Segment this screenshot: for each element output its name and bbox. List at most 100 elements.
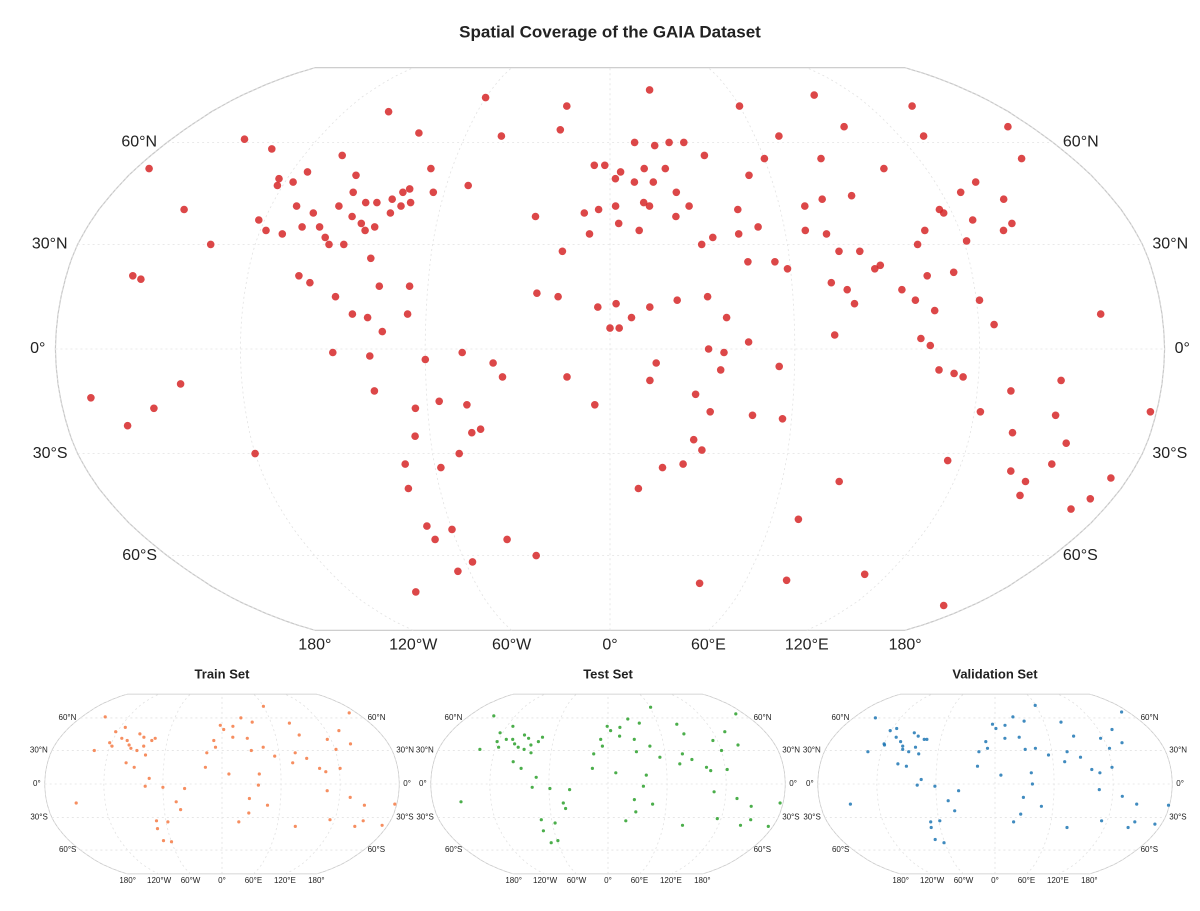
location-point xyxy=(736,743,740,747)
location-point xyxy=(697,240,706,249)
lon-label: 120°W xyxy=(147,876,172,885)
location-point xyxy=(899,740,903,744)
location-point xyxy=(830,331,839,339)
location-point xyxy=(1022,719,1026,723)
location-point xyxy=(827,278,836,287)
location-point xyxy=(840,122,848,131)
location-point xyxy=(911,296,920,305)
location-point xyxy=(361,226,369,235)
location-point xyxy=(977,750,981,754)
location-point xyxy=(735,102,744,110)
location-point xyxy=(476,425,485,434)
location-point xyxy=(673,296,681,305)
location-point xyxy=(532,551,540,560)
location-point xyxy=(912,731,916,735)
location-point xyxy=(999,226,1008,235)
location-point xyxy=(533,289,541,298)
location-point xyxy=(127,743,131,747)
location-point xyxy=(646,376,654,385)
lat-label-right: 30°S xyxy=(396,813,413,822)
location-point xyxy=(835,247,843,256)
location-point xyxy=(678,762,682,766)
location-point xyxy=(530,785,534,789)
location-point xyxy=(635,226,643,235)
location-point xyxy=(919,777,923,782)
location-point xyxy=(411,404,420,413)
location-point xyxy=(1110,727,1114,732)
location-point xyxy=(590,161,599,170)
location-point xyxy=(1048,460,1056,468)
location-point xyxy=(249,748,253,753)
location-point xyxy=(882,743,887,747)
location-point xyxy=(363,313,372,322)
location-point xyxy=(735,796,739,801)
location-point xyxy=(318,766,322,771)
location-point xyxy=(325,240,333,249)
location-point xyxy=(161,839,166,843)
location-point xyxy=(880,164,888,173)
lat-label-right: 60°N xyxy=(1063,134,1099,151)
location-point xyxy=(334,747,338,752)
location-point xyxy=(866,750,870,754)
location-point xyxy=(250,720,254,724)
location-point xyxy=(709,769,713,773)
location-point xyxy=(794,515,803,524)
location-point xyxy=(679,460,687,468)
location-point xyxy=(921,226,929,235)
map: 60°N 60°N 30°N 30°N 0° 0° 30°S 30°S 60°S 60°S 180°… xyxy=(30,67,1190,654)
location-point xyxy=(580,209,589,217)
map: 60°N 60°N 30°N 30°N 0° 0° 30°S 30°S 60°S 60°S 180°… xyxy=(803,666,1187,885)
location-point xyxy=(1090,767,1094,772)
location-point xyxy=(261,745,265,749)
meridian xyxy=(670,693,727,875)
location-point xyxy=(519,766,523,771)
location-point xyxy=(261,704,265,708)
lat-label-left: 30°S xyxy=(803,813,820,822)
location-point xyxy=(689,435,698,444)
lat-label-left: 30°S xyxy=(30,813,47,822)
lon-label: 120°E xyxy=(785,636,829,653)
location-point xyxy=(594,205,603,214)
lon-label: 120°W xyxy=(389,636,438,653)
lon-label: 0° xyxy=(991,876,999,885)
location-point xyxy=(690,757,694,762)
location-point xyxy=(771,258,779,266)
location-point xyxy=(985,746,990,750)
location-point xyxy=(237,820,241,824)
location-point xyxy=(340,240,348,249)
location-point xyxy=(744,258,752,266)
location-point xyxy=(554,292,562,301)
location-point xyxy=(706,408,714,416)
location-point xyxy=(926,341,935,350)
location-point xyxy=(516,745,520,749)
location-point xyxy=(154,819,159,823)
location-point xyxy=(561,801,565,805)
location-point xyxy=(935,366,943,374)
lat-label-right: 60°N xyxy=(1141,713,1159,722)
location-point xyxy=(161,785,165,789)
lat-label-right: 30°N xyxy=(1152,236,1188,253)
location-point xyxy=(939,601,948,610)
location-point xyxy=(1057,376,1065,385)
lat-label-left: 30°S xyxy=(416,813,433,822)
lat-label-left: 60°S xyxy=(445,845,462,854)
location-point xyxy=(648,744,652,748)
location-point xyxy=(649,178,658,186)
location-point xyxy=(1021,477,1030,486)
location-point xyxy=(704,345,713,353)
meridian xyxy=(1057,693,1114,875)
location-point xyxy=(568,788,572,792)
location-point xyxy=(716,366,725,374)
location-point xyxy=(856,247,864,256)
location-point xyxy=(984,740,988,744)
location-point xyxy=(455,449,464,458)
location-point xyxy=(257,772,261,776)
location-point xyxy=(143,784,147,788)
location-point xyxy=(556,839,560,843)
location-point xyxy=(700,151,709,160)
lon-label: 180° xyxy=(889,636,922,653)
location-point xyxy=(143,753,148,757)
location-point xyxy=(734,230,743,238)
location-point xyxy=(353,824,357,829)
location-point xyxy=(295,272,303,280)
